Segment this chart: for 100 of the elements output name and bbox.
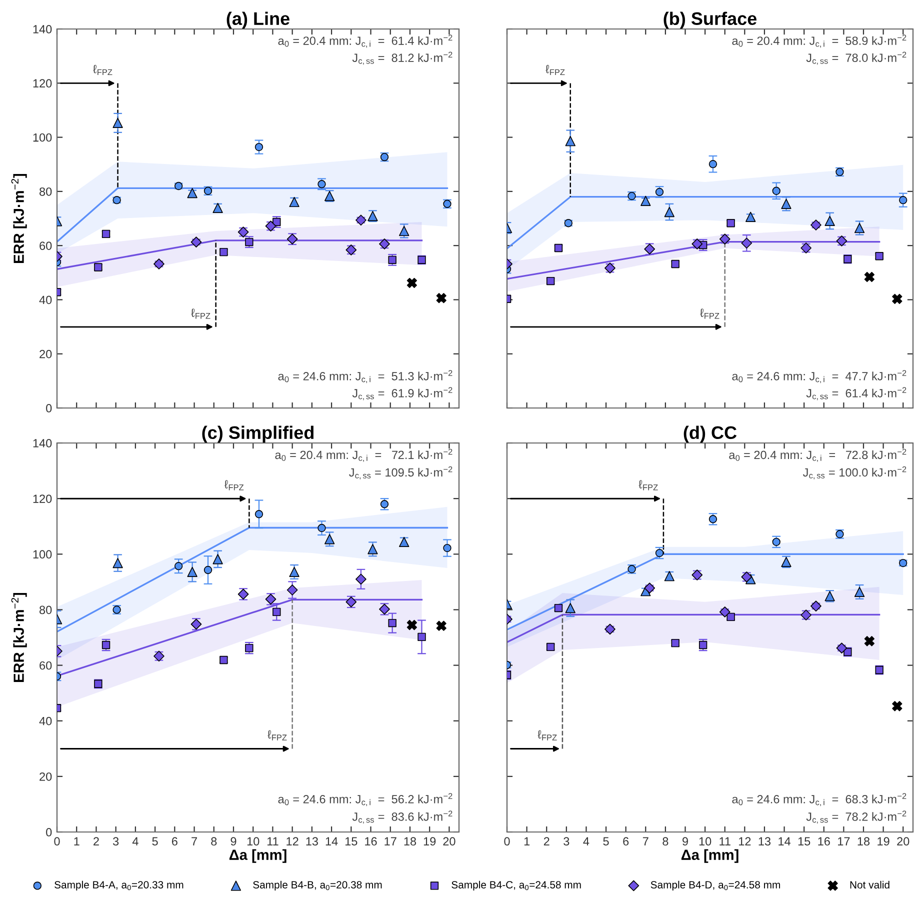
ref-line-label: ℓ$_{FPZ}$	[268, 730, 287, 740]
x-tick-label: 7	[192, 837, 197, 846]
annotation: a$_{0}$ = 20.4 mm: J$_{c,i}$ = 58.9 kJ·m$^{−2}$	[732, 34, 906, 48]
point	[324, 534, 335, 544]
annotation: a$_{0}$ = 20.4 mm: J$_{c,i}$ = 61.4 kJ·m$^{−2}$	[278, 34, 452, 48]
x-tick-label: 10	[699, 837, 712, 846]
x-tick-label: 1	[524, 837, 530, 846]
point	[664, 571, 674, 582]
ref-line-label: ℓ$_{FPZ}$	[546, 64, 565, 76]
point	[187, 566, 198, 578]
x-tick-label: 3	[564, 837, 570, 846]
point	[356, 574, 366, 585]
point	[318, 180, 326, 188]
x-tick-label: 8	[662, 837, 668, 846]
point	[272, 608, 281, 616]
annotation: J$_{c,ss}$ = 100.0 kJ·m$^{−2}$	[802, 466, 906, 480]
x-tick-label: 4	[132, 837, 138, 846]
point	[318, 524, 326, 532]
point	[174, 562, 183, 570]
ref-line-label: ℓ$_{FPZ}$	[191, 308, 210, 319]
y-tick-label: 120	[33, 79, 52, 88]
point	[719, 606, 730, 618]
x-tick-label: 1	[74, 837, 80, 846]
point	[726, 612, 735, 622]
point	[664, 206, 674, 218]
point	[212, 202, 223, 214]
point	[854, 586, 865, 598]
x-tick-label: 7	[642, 837, 648, 846]
x-tick-label: 13	[758, 837, 771, 846]
x-tick-label: 12	[738, 837, 751, 846]
x-tick-label: 5	[152, 837, 158, 846]
x-tick-label: 17	[838, 837, 850, 846]
x-tick-label: 17	[384, 837, 396, 846]
y-tick-label: 20	[40, 772, 52, 781]
point	[864, 636, 875, 646]
annotation: a$_{0}$ = 24.6 mm: J$_{c,i}$ = 51.3 kJ·m$^{−2}$	[278, 370, 452, 384]
point	[112, 558, 123, 568]
x-tick-label: 18	[404, 837, 416, 846]
y-tick-label: 20	[40, 350, 52, 358]
x-axis-title: Δa [mm]	[229, 849, 286, 863]
legend-label: Sample B4-D, a$_{0}$=24.58 mm	[650, 880, 780, 891]
y-tick-label: 140	[33, 25, 52, 34]
point	[436, 620, 446, 631]
annotation: J$_{c,ss}$ = 61.9 kJ·m$^{−2}$	[352, 387, 452, 400]
x-tick-label: 9	[230, 837, 236, 846]
y-tick-label: 80	[40, 187, 52, 196]
x-tick-label: 9	[682, 837, 688, 846]
legend-label: Sample B4-A, a$_{0}$=20.33 mm	[54, 880, 184, 891]
x-tick-label: 11	[267, 837, 278, 846]
annotation: a$_{0}$ = 24.6 mm: J$_{c,i}$ = 68.3 kJ·m$^{−2}$	[732, 793, 906, 806]
point	[741, 238, 752, 249]
ref-line-label: ℓ$_{FPZ}$	[538, 730, 557, 740]
point	[864, 272, 875, 282]
annotation: J$_{c,ss}$ = 78.0 kJ·m$^{−2}$	[806, 52, 906, 65]
x-tick-label: 8	[211, 837, 217, 846]
x-tick-label: 14	[326, 837, 338, 846]
chart-title: (b) Surface	[664, 12, 757, 29]
x-tick-label: 11	[720, 837, 730, 846]
x-tick-label: 19	[878, 837, 890, 846]
x-tick-label: 6	[623, 837, 629, 846]
point	[254, 510, 264, 518]
point	[708, 160, 718, 168]
chart-title: (c) Simplified	[202, 426, 314, 443]
point	[399, 536, 410, 547]
point	[406, 278, 418, 288]
legend-label: Not valid	[850, 880, 890, 889]
point	[289, 566, 300, 578]
y-tick-label: 0	[46, 404, 52, 412]
x-tick-label: 18	[858, 837, 870, 846]
y-tick-label: 100	[33, 133, 52, 142]
point	[204, 566, 212, 574]
ref-line-label: ℓ$_{FPZ}$	[93, 64, 112, 76]
point	[356, 214, 366, 226]
legend-label: Sample B4-C, a$_{0}$=24.58 mm	[452, 880, 581, 891]
y-tick-label: 0	[46, 828, 52, 836]
x-tick-label: 2	[94, 837, 99, 846]
annotation: a$_{0}$ = 24.6 mm: J$_{c,i}$ = 56.2 kJ·m$^{−2}$	[278, 793, 452, 806]
x-tick-label: 19	[424, 837, 436, 846]
point	[781, 198, 792, 209]
y-tick-label: 80	[40, 606, 52, 614]
y-tick-label: 140	[33, 439, 52, 448]
chart-title: (a) Line	[226, 12, 290, 29]
x-tick-label: 0	[54, 837, 60, 846]
annotation: J$_{c,ss}$ = 109.5 kJ·m$^{−2}$	[349, 466, 452, 480]
y-tick-label: 120	[33, 494, 52, 503]
y-tick-label: 40	[39, 716, 52, 726]
legend-label: Sample B4-B, a$_{0}$=20.38 mm	[253, 880, 382, 891]
point	[112, 118, 123, 128]
ref-line-label: ℓ$_{FPZ}$	[224, 480, 244, 490]
ref-line-label: ℓ$_{FPZ}$	[638, 480, 658, 490]
x-tick-label: 15	[345, 837, 358, 846]
point	[565, 602, 576, 614]
point	[892, 701, 902, 712]
annotation: J$_{c,ss}$ = 83.6 kJ·m$^{−2}$	[352, 810, 452, 824]
x-tick-label: 4	[583, 837, 590, 846]
annotation: a$_{0}$ = 20.4 mm: J$_{c,i}$ = 72.8 kJ·m$^{−2}$	[729, 448, 906, 462]
point	[289, 196, 300, 208]
x-tick-label: 16	[818, 837, 830, 846]
x-tick-label: 0	[504, 837, 510, 846]
ref-line-label: ℓ$_{FPZ}$	[700, 308, 720, 319]
